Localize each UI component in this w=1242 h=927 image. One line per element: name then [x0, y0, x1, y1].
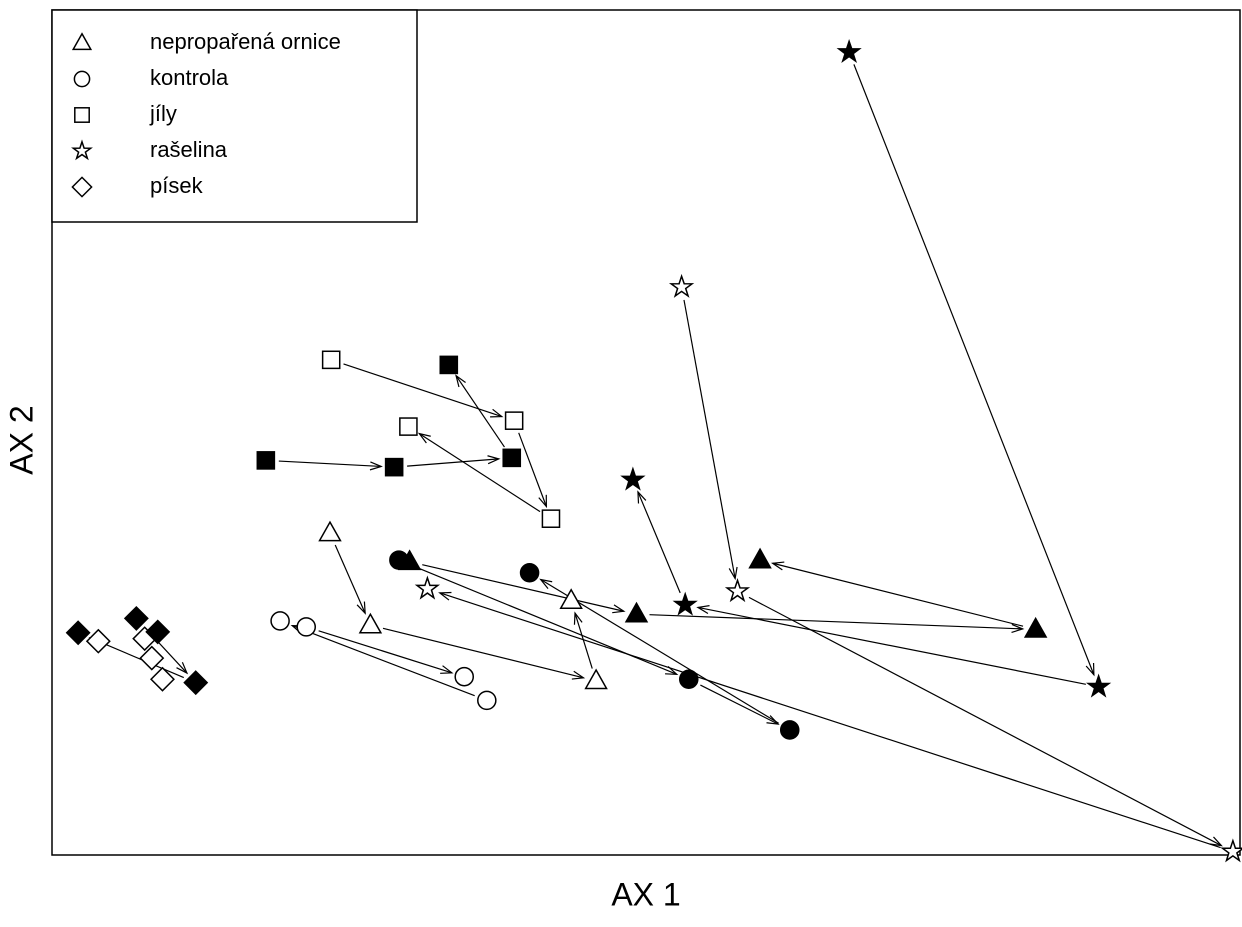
arrow-shaft: [519, 433, 547, 507]
arrow-shaft: [854, 64, 1094, 674]
point: [390, 551, 408, 569]
point: [67, 621, 90, 644]
arrow: [854, 64, 1094, 674]
arrow: [419, 434, 540, 512]
arrow-shaft: [638, 492, 680, 593]
legend-marker: [74, 71, 89, 86]
arrow: [456, 376, 504, 447]
point: [1025, 618, 1046, 637]
arrow: [773, 562, 1023, 626]
point: [257, 452, 274, 469]
point: [586, 670, 607, 689]
point: [1088, 676, 1109, 696]
point: [626, 603, 647, 622]
point: [271, 612, 289, 630]
arrow: [335, 545, 365, 613]
x-axis-label: AX 1: [611, 876, 680, 912]
arrow-shaft: [419, 434, 540, 512]
arrow-shaft: [292, 626, 474, 696]
legend-label: kontrola: [150, 65, 229, 90]
point: [360, 614, 381, 633]
arrow: [649, 615, 1022, 633]
arrow-shaft: [684, 300, 735, 579]
arrow: [407, 456, 499, 466]
point: [297, 618, 315, 636]
point: [455, 668, 473, 686]
arrow: [279, 461, 381, 470]
point: [125, 607, 148, 630]
point: [440, 356, 457, 373]
arrow-shaft: [773, 563, 1023, 626]
point: [521, 564, 539, 582]
point: [320, 522, 341, 541]
y-axis-label: AX 2: [3, 405, 39, 474]
point: [323, 351, 340, 368]
legend-label: nepropařená ornice: [150, 29, 341, 54]
arrow: [519, 433, 547, 507]
point: [184, 671, 207, 694]
point: [671, 276, 692, 296]
arrow: [319, 631, 452, 674]
arrow-shaft: [456, 376, 504, 447]
point: [680, 670, 698, 688]
arrow: [574, 613, 592, 668]
arrow: [440, 592, 1221, 847]
point: [623, 469, 644, 489]
arrow-shaft: [575, 613, 592, 668]
arrow: [638, 492, 680, 593]
point: [542, 510, 559, 527]
point: [417, 578, 438, 598]
arrow-shaft: [383, 628, 583, 678]
arrow: [292, 626, 474, 696]
arrow-head: [419, 434, 430, 443]
arrow-shaft: [649, 615, 1022, 629]
arrow-shaft: [407, 459, 499, 466]
legend-label: písek: [150, 173, 204, 198]
point: [750, 549, 771, 568]
point: [561, 590, 582, 609]
point: [675, 594, 696, 614]
legend-label: rašelina: [150, 137, 228, 162]
point: [386, 459, 403, 476]
legend-marker: [75, 108, 89, 122]
arrow-head: [541, 579, 552, 588]
arrow-shaft: [440, 593, 1221, 848]
point: [503, 449, 520, 466]
arrow-head: [456, 376, 465, 387]
point: [506, 412, 523, 429]
arrow-shaft: [279, 461, 381, 466]
point: [478, 691, 496, 709]
point: [87, 630, 110, 653]
arrow: [749, 597, 1221, 845]
legend-label: jíly: [149, 101, 177, 126]
point: [781, 721, 799, 739]
point: [1223, 841, 1242, 861]
point: [727, 580, 748, 600]
arrow: [684, 300, 737, 579]
point: [839, 41, 860, 61]
arrow-shaft: [319, 631, 452, 673]
point: [400, 418, 417, 435]
arrow-shaft: [749, 597, 1221, 845]
arrow-shaft: [335, 545, 365, 613]
